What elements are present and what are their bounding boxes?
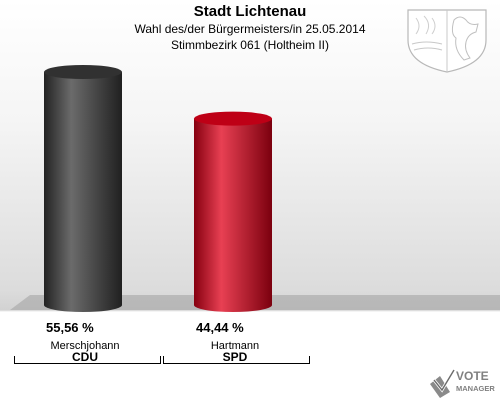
- bracket-spd: [163, 356, 310, 364]
- bar-top-spd: [194, 111, 272, 126]
- value-label-spd: 44,44 %: [196, 320, 244, 335]
- logo-line1: VOTE: [456, 369, 489, 383]
- party-label-cdu: CDU: [72, 350, 98, 364]
- value-label-cdu: 55,56 %: [46, 320, 94, 335]
- coat-of-arms-icon: [407, 9, 487, 73]
- bar-cdu: [44, 72, 122, 312]
- ballot-check-icon: [430, 369, 456, 398]
- election-subtitle: Wahl des/der Bürgermeisters/in 25.05.201…: [134, 22, 366, 36]
- vote-manager-logo: VOTE MANAGER: [430, 369, 495, 398]
- logo-line2: MANAGER: [456, 384, 495, 393]
- party-label-spd: SPD: [222, 350, 248, 364]
- bracket-cdu: [14, 356, 161, 364]
- page-title: Stadt Lichtenau: [193, 3, 307, 20]
- candidate-label-merschjohann: Merschjohann: [50, 340, 120, 352]
- bar-top-cdu: [44, 65, 122, 79]
- bar-spd: [194, 118, 272, 313]
- district-subtitle: Stimmbezirk 061 (Holtheim II): [170, 38, 330, 52]
- candidate-label-hartmann: Hartmann: [210, 340, 260, 352]
